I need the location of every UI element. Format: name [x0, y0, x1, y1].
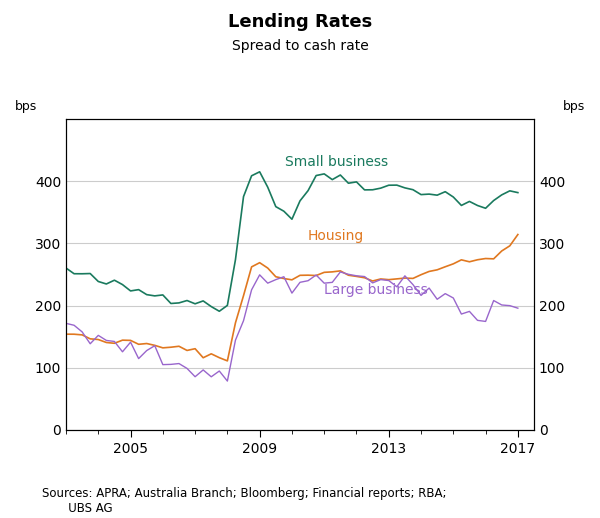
Text: bps: bps	[563, 100, 585, 113]
Text: Large business: Large business	[324, 283, 428, 297]
Text: Sources: APRA; Australia Branch; Bloomberg; Financial reports; RBA;
       UBS A: Sources: APRA; Australia Branch; Bloombe…	[42, 487, 446, 515]
Text: bps: bps	[15, 100, 37, 113]
Text: Spread to cash rate: Spread to cash rate	[232, 39, 368, 53]
Text: Small business: Small business	[286, 155, 389, 169]
Text: Lending Rates: Lending Rates	[228, 13, 372, 31]
Text: Housing: Housing	[308, 229, 364, 243]
